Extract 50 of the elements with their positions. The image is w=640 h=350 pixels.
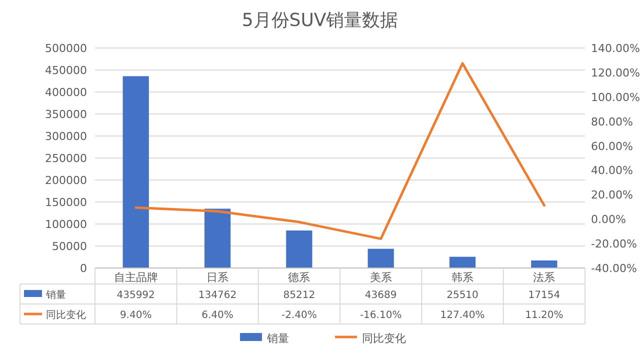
bar xyxy=(122,76,149,268)
y2-tick-label: 80.00% xyxy=(591,115,633,128)
data-label: 6.40% xyxy=(202,310,234,321)
line-series xyxy=(134,62,546,240)
y2-tick-label: 60.00% xyxy=(591,140,633,153)
x-tick-label: 德系 xyxy=(288,271,310,284)
data-label: 435992 xyxy=(116,290,155,301)
data-label: -16.10% xyxy=(360,310,402,321)
x-tick-label: 法系 xyxy=(533,271,556,284)
y-tick-label: 150000 xyxy=(45,196,87,209)
y-tick-label: 100000 xyxy=(45,218,87,231)
bar xyxy=(368,248,394,268)
legend-label: 销量 xyxy=(45,290,66,301)
bar xyxy=(286,230,312,268)
y2-tick-label: 40.00% xyxy=(591,164,633,178)
bar xyxy=(449,256,476,268)
y2-tick-label: 20.00% xyxy=(591,188,633,202)
data-label: -2.40% xyxy=(281,310,317,321)
data-label: 9.40% xyxy=(120,310,152,321)
y-tick-label: 50000 xyxy=(52,240,87,253)
y-tick-label: 200000 xyxy=(45,174,87,187)
data-label: 85212 xyxy=(283,290,316,301)
y2-tick-label: 120.00% xyxy=(591,66,640,80)
x-tick-label: 日系 xyxy=(206,271,228,284)
y-tick-label: 500000 xyxy=(45,42,87,55)
y2-tick-label: 100.00% xyxy=(591,90,640,104)
y-tick-label: 300000 xyxy=(45,130,87,143)
y-tick-label: 400000 xyxy=(45,86,87,99)
y-tick-label: 250000 xyxy=(45,152,87,165)
y2-tick-label: -40.00% xyxy=(591,262,637,275)
bar xyxy=(204,208,231,268)
x-tick-label: 韩系 xyxy=(452,271,474,284)
chart-title: 5月份SUV销量数据 xyxy=(242,10,398,31)
legend-label: 同比变化 xyxy=(46,309,86,321)
bar xyxy=(531,260,558,268)
y-tick-label: 0 xyxy=(80,262,87,275)
legend: 销量 同比变化 xyxy=(240,332,406,345)
y-tick-label: 350000 xyxy=(45,108,87,121)
data-label: 17154 xyxy=(528,290,560,301)
y2-tick-label: -20.00% xyxy=(591,238,637,251)
data-label: 43689 xyxy=(364,290,397,301)
data-label: 11.20% xyxy=(525,310,564,321)
y-tick-label: 450000 xyxy=(45,64,87,77)
y2-tick-label: 0.00% xyxy=(591,213,626,226)
y2-tick-label: 140.00% xyxy=(591,42,640,55)
x-tick-label: 自主品牌 xyxy=(114,271,158,284)
data-label: 134762 xyxy=(198,290,237,301)
data-label: 127.40% xyxy=(440,310,485,321)
data-label: 25510 xyxy=(446,290,478,301)
x-tick-label: 美系 xyxy=(370,271,392,284)
